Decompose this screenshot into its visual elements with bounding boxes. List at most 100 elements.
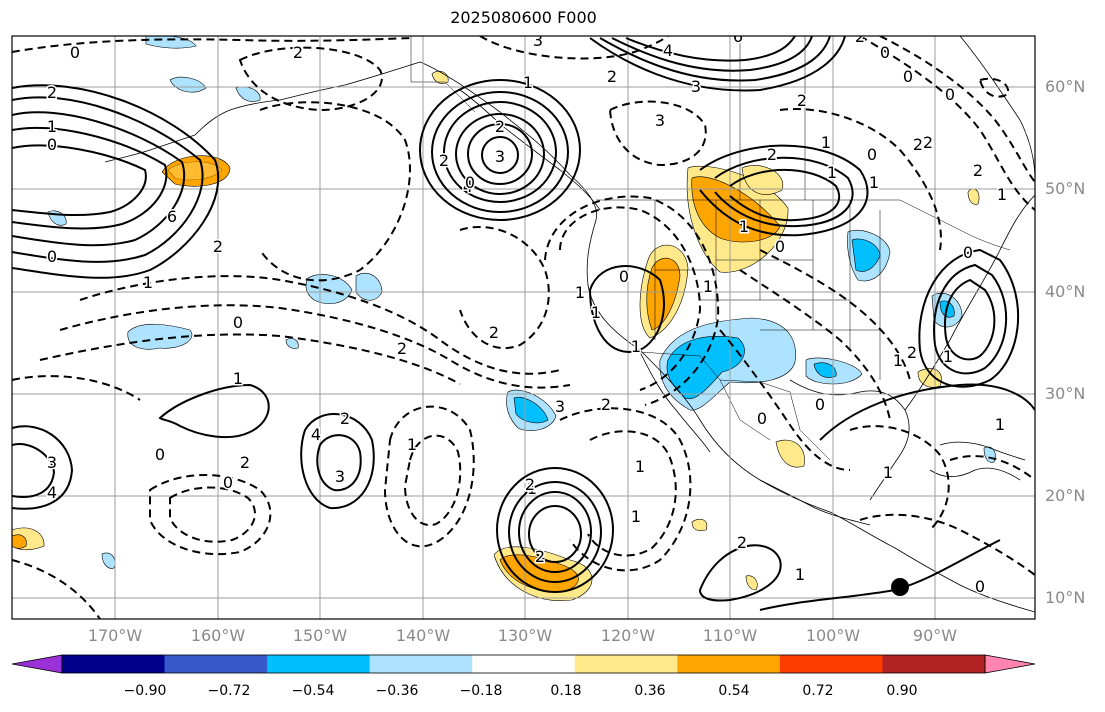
contour-line [459, 225, 550, 350]
contour-line [12, 37, 412, 53]
contour-line [587, 430, 677, 557]
contour-label: 0 [465, 173, 475, 192]
contour-line [949, 455, 1035, 481]
contour-label: 0 [70, 43, 80, 62]
contour-label: 0 [155, 445, 165, 464]
lon-label: 170°W [87, 626, 143, 645]
coastline-central-america [759, 479, 871, 526]
colorbar [11, 654, 1036, 674]
contour-label: 1 [869, 173, 879, 192]
contour-line [599, 36, 831, 82]
contour-line [528, 505, 582, 563]
contour-label: 3 [555, 397, 565, 416]
contour-label: 0 [223, 473, 233, 492]
lat-label: 30°N [1045, 384, 1086, 403]
contour-label: 2 [535, 547, 545, 566]
contour-line [608, 100, 707, 167]
positive-anomaly-area [741, 165, 784, 195]
station-dot [891, 578, 909, 596]
colorbar-tick-label: −0.36 [375, 683, 419, 699]
contour-label: 4 [663, 41, 673, 60]
contour-line [59, 304, 571, 389]
contour-label: 0 [945, 85, 955, 104]
contour-label: 3 [691, 77, 701, 96]
contour-line [12, 144, 147, 217]
contour-line [12, 126, 168, 230]
coastline-atlantic [904, 194, 1035, 411]
contour-label: 2 [907, 343, 917, 362]
contour-label: 1 [407, 435, 417, 454]
contour-label: 1 [635, 457, 645, 476]
contour-label: 0 [47, 135, 57, 154]
lat-label: 50°N [1045, 179, 1086, 198]
colorbar-tick-label: 0.36 [634, 683, 666, 699]
contour-label: 2 [601, 395, 611, 414]
colorbar-segment [472, 655, 576, 673]
colorbar-segment [164, 655, 268, 673]
lon-label: 150°W [292, 626, 348, 645]
contour-line [819, 383, 1035, 441]
positive-anomaly-area [12, 534, 27, 549]
contour-line [39, 333, 461, 385]
contour-line [431, 91, 569, 213]
contour-line [455, 113, 545, 195]
contour-label: 0 [757, 409, 767, 428]
contour-line [12, 443, 56, 498]
contour-line [739, 269, 891, 421]
solid-contours [12, 36, 1035, 611]
coastline-hudson-bay [959, 36, 1035, 181]
contour-label: 1 [995, 415, 1005, 434]
lon-label: 100°W [805, 626, 861, 645]
contour-label: 2 [607, 67, 617, 86]
lat-label: 20°N [1045, 486, 1086, 505]
contour-line [714, 156, 854, 228]
coastline-yucatan-caribbean [929, 467, 1021, 481]
contour-line [588, 265, 665, 353]
contour-line [238, 46, 383, 112]
contour-line [419, 79, 581, 221]
colorbar-segment [882, 655, 986, 673]
contour-label: 6 [167, 207, 177, 226]
contour-line [859, 513, 1035, 576]
colorbar-tick-label: −0.72 [207, 683, 251, 699]
contour-label: 1 [631, 507, 641, 526]
contour-label: 2 [913, 135, 923, 154]
contour-line [12, 425, 74, 510]
contour-line [518, 491, 592, 573]
dashed-contours [12, 36, 1035, 619]
contour-label: 4 [311, 425, 321, 444]
colorbar-segment [62, 655, 166, 673]
coastline-aleutian-islands [104, 134, 196, 163]
contour-label: 1 [591, 303, 601, 322]
contour-label: 3 [335, 467, 345, 486]
colorbar-frame [61, 654, 986, 674]
contour-line [79, 275, 561, 375]
contour-label: 1 [827, 163, 837, 182]
contour-line [879, 36, 1035, 183]
contour-label: 2 [797, 91, 807, 110]
colorbar-tick-label: −0.18 [459, 683, 503, 699]
contour-label: 6 [733, 27, 743, 46]
contour-label: 2 [737, 533, 747, 552]
contour-label: 1 [795, 565, 805, 584]
contour-label: 2 [489, 323, 499, 342]
contour-label: 0 [903, 67, 913, 86]
contour-line [849, 425, 950, 531]
coastline-alaska [194, 61, 421, 136]
contour-label: 0 [963, 243, 973, 262]
contour-label: 0 [815, 395, 825, 414]
positive-anomaly-area [161, 155, 231, 187]
contour-line [443, 101, 557, 203]
negative-anomaly-area [513, 396, 549, 424]
lat-label: 10°N [1045, 588, 1086, 607]
contour-line [383, 405, 475, 548]
contour-label: 2 [240, 453, 250, 472]
lon-label: 90°W [912, 626, 958, 645]
contour-label: 2 [973, 161, 983, 180]
contour-label: 3 [533, 31, 543, 50]
contour-label: 1 [527, 479, 537, 498]
lon-label: 110°W [702, 626, 758, 645]
contour-line [859, 36, 1035, 211]
contour-line [12, 375, 141, 401]
contour-line [508, 481, 602, 583]
